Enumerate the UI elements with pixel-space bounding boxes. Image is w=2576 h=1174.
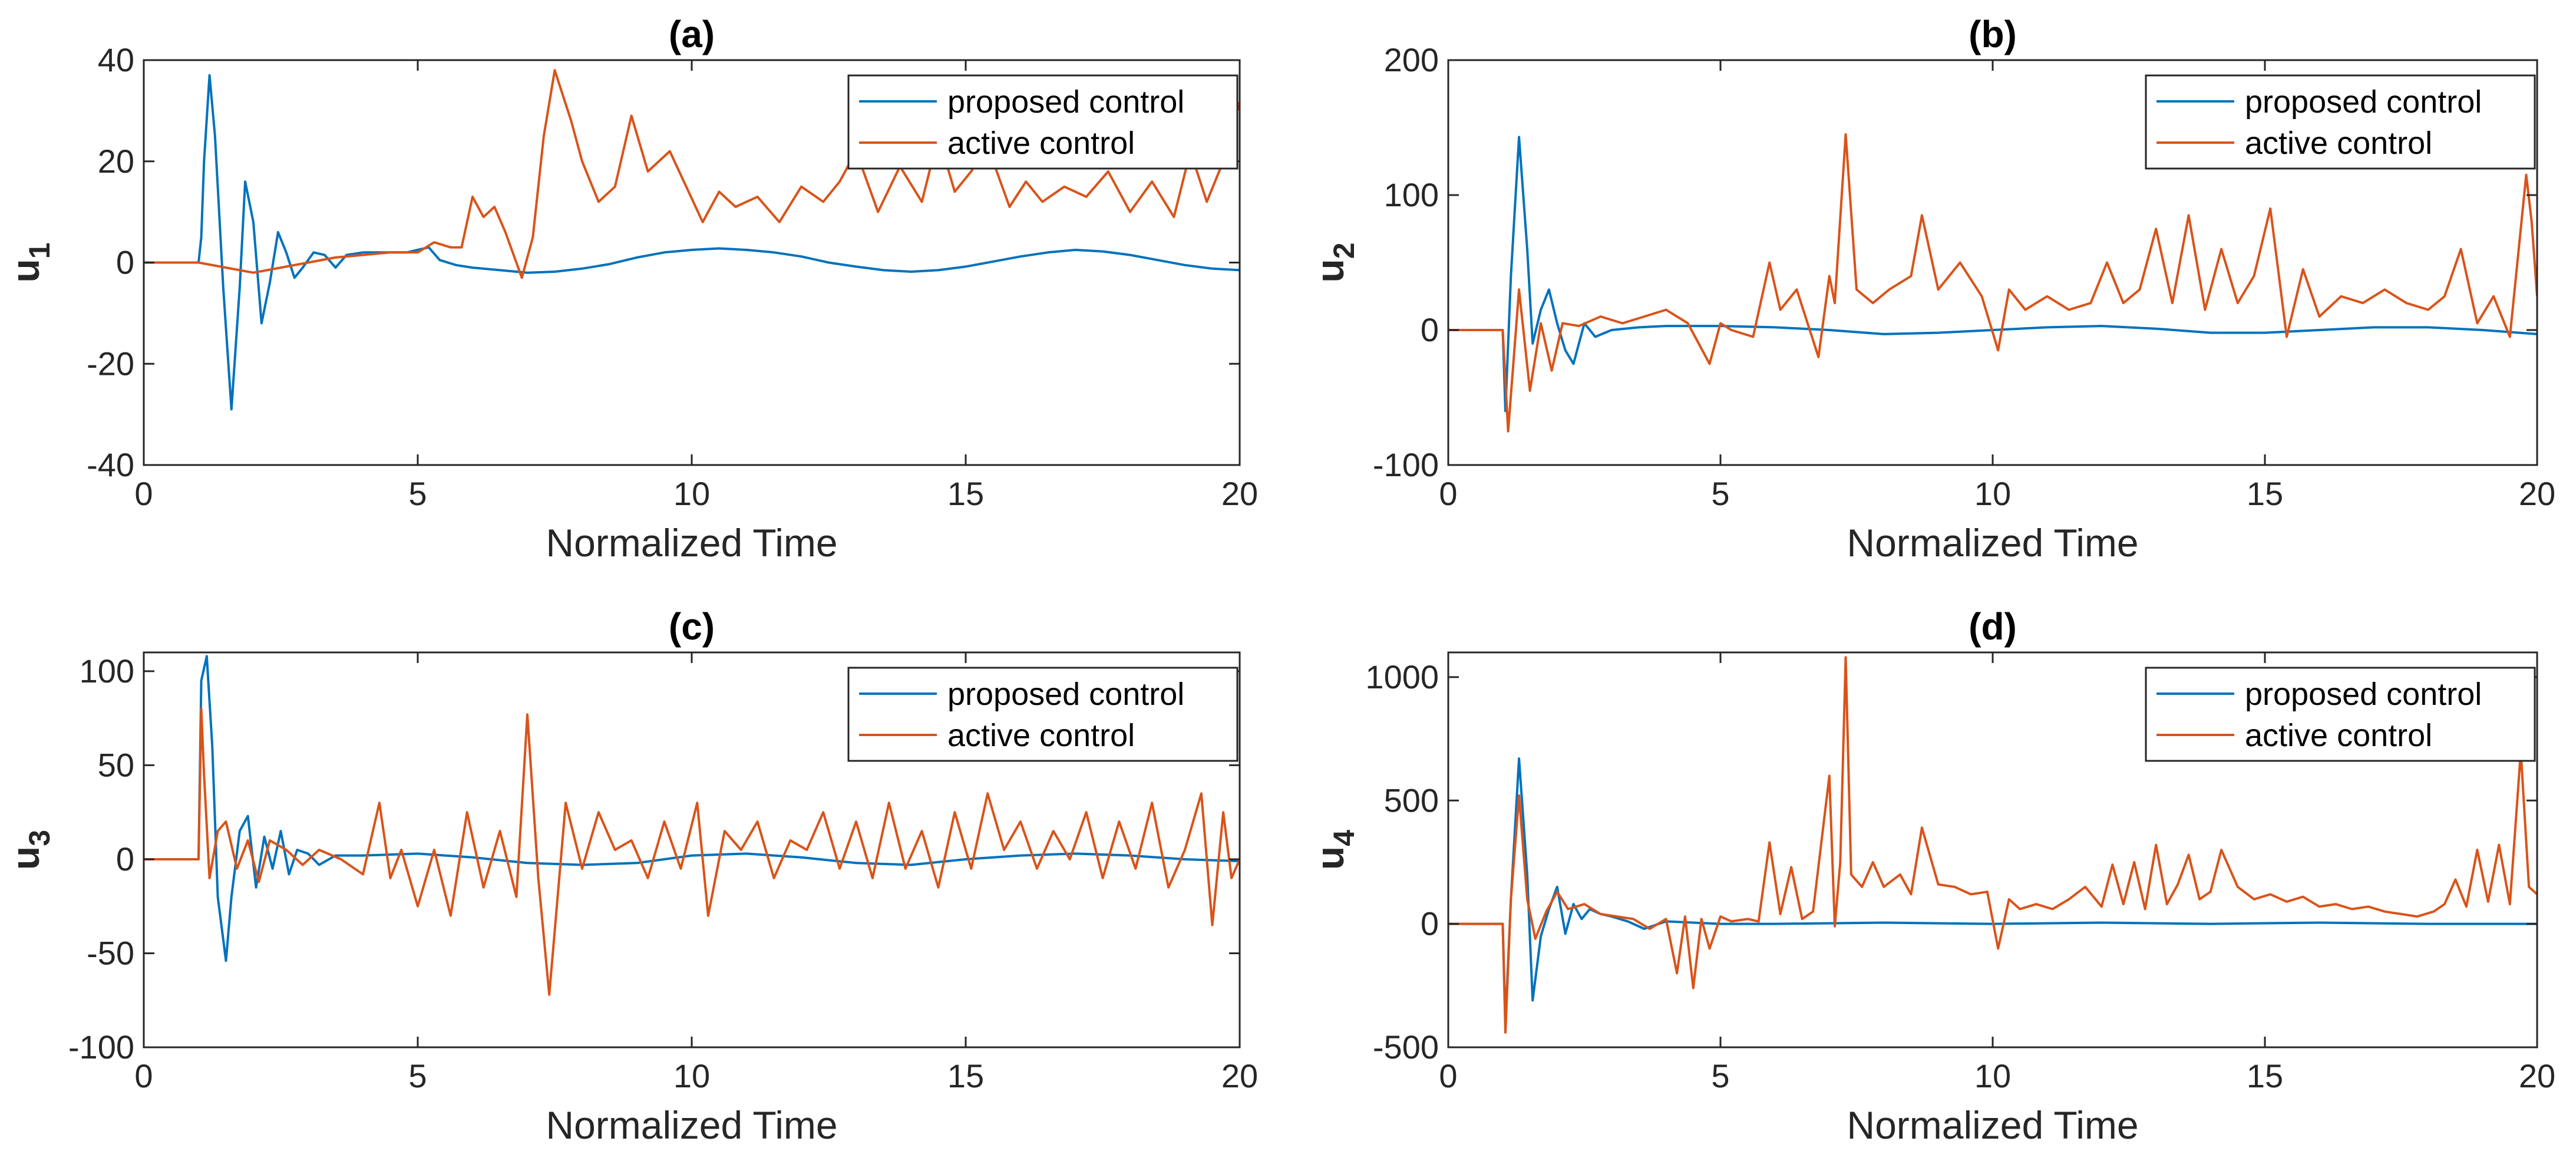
y-axis-label-subscript: 2: [1327, 242, 1360, 259]
y-axis-label: u1: [4, 242, 56, 282]
series-line-proposed-c: [144, 655, 1240, 962]
x-tick-label: 10: [1974, 475, 2011, 512]
x-tick-label: 15: [2247, 1057, 2283, 1094]
y-tick-label: 1000: [1365, 658, 1439, 695]
y-tick-label: 100: [1384, 176, 1439, 213]
x-tick-label: 15: [2247, 475, 2283, 512]
legend-label-proposed: proposed control: [2245, 677, 2482, 712]
chart-title: (b): [1969, 13, 2017, 55]
legend-label-proposed: proposed control: [947, 84, 1184, 120]
x-tick-label: 20: [2519, 1057, 2555, 1094]
legend: proposed control active control: [2145, 74, 2536, 170]
y-axis-label-subscript: 1: [23, 242, 56, 259]
x-tick-label: 15: [947, 475, 984, 512]
legend-label-active: active control: [947, 718, 1135, 753]
series-line-proposed-a: [144, 74, 1240, 411]
y-tick-label: 20: [98, 143, 134, 180]
x-tick-label: 5: [1711, 1057, 1729, 1094]
y-tick-label: 500: [1384, 781, 1439, 819]
y-axis-label: u2: [1308, 242, 1360, 282]
y-tick-label: 0: [1421, 905, 1439, 942]
x-axis-label: Normalized Time: [1847, 521, 2138, 565]
legend-box: [847, 667, 1239, 762]
series-line-proposed-d: [1448, 757, 2537, 1024]
legend-box: [2145, 667, 2536, 762]
x-tick-label: 10: [1974, 1057, 2011, 1094]
series-line-proposed-b: [1448, 136, 2537, 413]
legend: proposed control active control: [847, 667, 1239, 762]
legend-box: [847, 74, 1239, 170]
chart-title: (c): [669, 605, 715, 648]
y-axis-label-main: u: [1308, 259, 1352, 282]
x-axis-label: Normalized Time: [546, 1103, 837, 1147]
y-tick-label: -100: [1373, 446, 1439, 483]
x-axis-label: Normalized Time: [1847, 1103, 2138, 1147]
y-tick-label: 0: [116, 244, 134, 281]
legend: proposed control active control: [2145, 667, 2536, 762]
y-tick-label: 100: [80, 652, 134, 690]
panel-a: 0 5 10 15 20 -40 -20 0 20 40 (a) Normalized Time u1 p…: [4, 13, 1258, 565]
y-tick-label: -40: [87, 446, 134, 483]
legend-label-proposed: proposed control: [947, 677, 1184, 712]
x-axis-label: Normalized Time: [546, 521, 837, 565]
chart-title: (d): [1969, 605, 2017, 648]
y-axis-label-main: u: [4, 259, 47, 282]
series-line-active-d: [1448, 656, 2537, 1034]
legend-label-proposed: proposed control: [2245, 84, 2482, 120]
legend-label-active: active control: [2245, 126, 2432, 161]
chart-title: (a): [669, 13, 715, 55]
y-tick-label: -100: [68, 1028, 134, 1066]
legend-box: [2145, 74, 2536, 170]
y-axis-label-main: u: [1308, 846, 1352, 870]
y-tick-label: -50: [87, 934, 134, 971]
panel-c: 0 5 10 15 20 -100 -50 0 50 100 (c) Normalized Time u…: [4, 605, 1258, 1147]
legend-label-active: active control: [947, 126, 1135, 161]
x-tick-label: 5: [1711, 475, 1729, 512]
y-tick-label: -500: [1373, 1028, 1439, 1066]
y-axis-label-subscript: 4: [1327, 830, 1360, 846]
y-tick-label: 200: [1384, 41, 1439, 78]
series-line-active-c: [144, 707, 1240, 996]
y-tick-label: 40: [98, 41, 134, 78]
x-tick-label: 0: [1439, 475, 1457, 512]
x-tick-label: 5: [408, 475, 427, 512]
x-tick-label: 20: [2519, 475, 2555, 512]
x-tick-label: 0: [1439, 1057, 1457, 1094]
x-tick-label: 20: [1221, 475, 1258, 512]
x-tick-label: 10: [673, 475, 710, 512]
x-tick-label: 15: [947, 1057, 984, 1094]
y-axis-label-main: u: [4, 846, 47, 870]
y-axis-label-subscript: 3: [23, 830, 56, 846]
x-tick-label: 5: [408, 1057, 427, 1094]
y-tick-label: -20: [87, 345, 134, 382]
legend: proposed control active control: [847, 74, 1239, 170]
y-axis-label: u4: [1308, 830, 1360, 870]
y-tick-label: 50: [98, 746, 134, 783]
y-tick-label: 0: [1421, 311, 1439, 348]
legend-label-active: active control: [2245, 718, 2432, 753]
x-tick-label: 0: [134, 475, 153, 512]
y-tick-label: 0: [116, 840, 134, 878]
series-line-active-a: [144, 69, 1240, 279]
series-line-active-b: [1448, 133, 2537, 433]
x-tick-label: 10: [673, 1057, 710, 1094]
x-tick-label: 0: [134, 1057, 153, 1094]
y-axis-label: u3: [4, 830, 56, 870]
x-tick-label: 20: [1221, 1057, 1258, 1094]
